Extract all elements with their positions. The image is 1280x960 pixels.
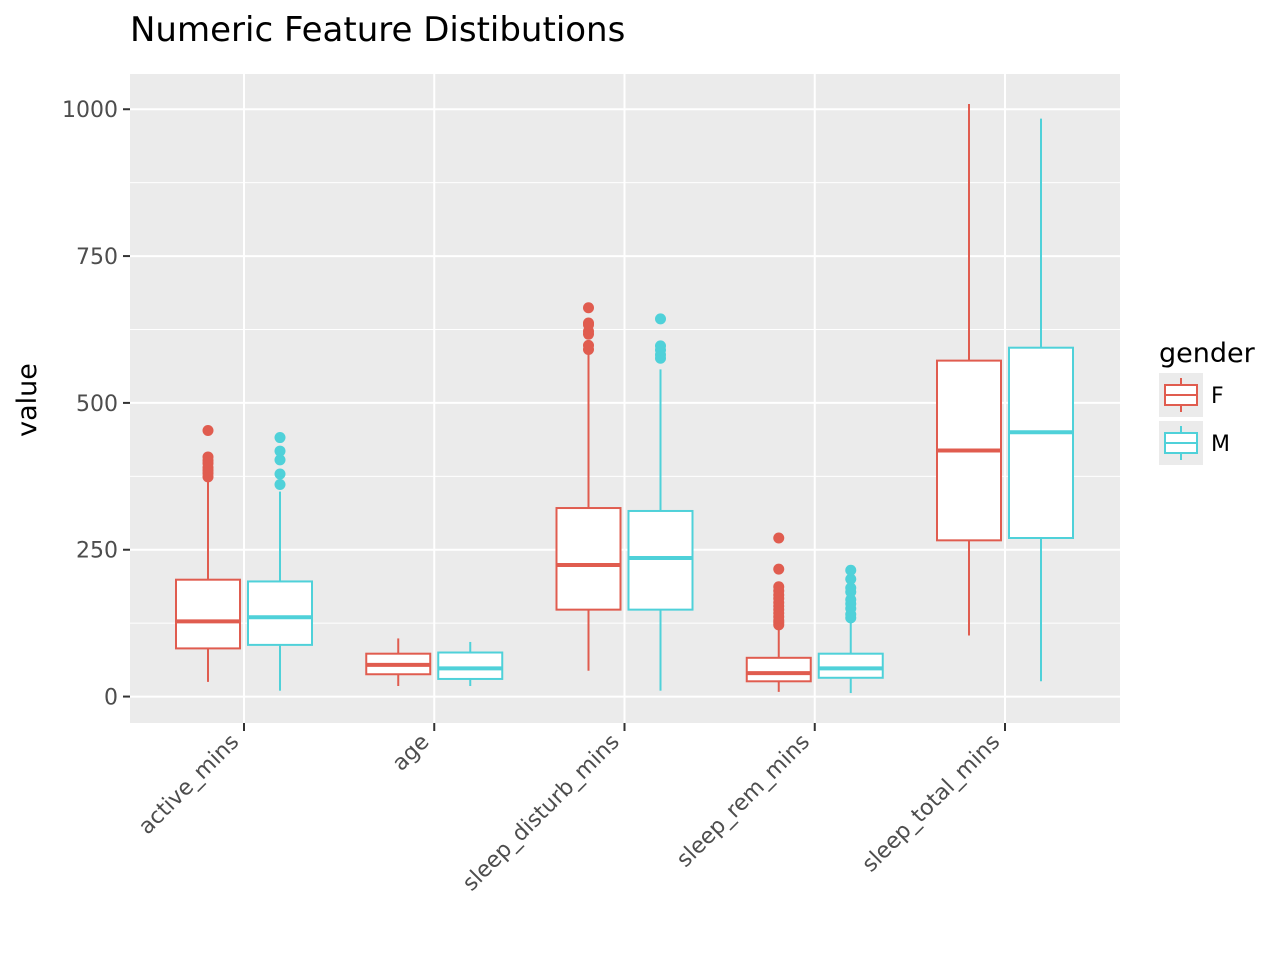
box-F-sleep_disturb_mins <box>555 302 622 671</box>
outlier-point <box>845 582 857 594</box>
legend-label-M: M <box>1211 432 1230 457</box>
box-iqr <box>175 578 241 650</box>
y-tick-label: 1000 <box>62 98 118 123</box>
outlier-point <box>773 563 785 575</box>
chart-title: Numeric Feature Distibutions <box>130 10 625 50</box>
outlier-point <box>773 532 785 544</box>
outlier-point <box>274 454 286 466</box>
legend-label-F: F <box>1211 384 1224 409</box>
box-iqr <box>555 507 622 611</box>
box-M-sleep_disturb_mins <box>627 313 694 691</box>
x-tick-label: sleep_disturb_mins <box>458 730 625 897</box>
outlier-point <box>202 451 214 463</box>
box-iqr <box>817 652 884 679</box>
x-tick-label: active_mins <box>134 730 244 840</box>
x-tick-label: sleep_total_mins <box>858 730 1006 878</box>
series-F <box>175 103 1002 692</box>
outlier-point <box>845 594 857 606</box>
box-iqr <box>745 656 812 683</box>
outlier-point <box>583 339 594 351</box>
box-iqr <box>627 509 694 611</box>
y-axis-title: value <box>12 363 43 437</box>
box-iqr <box>1008 346 1074 539</box>
box-iqr <box>437 651 504 680</box>
box-M-sleep_rem_mins <box>817 564 884 694</box>
box-layer <box>175 103 1074 694</box>
y-tick-label: 250 <box>76 539 118 564</box>
y-tick-label: 0 <box>104 686 118 711</box>
box-M-active_mins <box>247 432 313 691</box>
outlier-point <box>274 445 286 457</box>
y-tick-label: 500 <box>76 392 118 417</box>
outlier-point <box>202 425 214 437</box>
box-F-sleep_total_mins <box>936 103 1002 636</box>
legend-title: gender <box>1159 338 1256 369</box>
box-F-age <box>365 638 432 686</box>
outlier-point <box>655 313 666 325</box>
outlier-point <box>845 573 857 585</box>
box-F-active_mins <box>175 425 241 682</box>
legend-item-F: F <box>1159 373 1224 417</box>
box-iqr <box>247 580 313 646</box>
legend: gender FM <box>1159 338 1256 465</box>
y-tick-label: 750 <box>76 245 118 270</box>
outlier-point <box>845 564 857 576</box>
box-M-age <box>437 641 504 686</box>
outlier-point <box>773 581 785 593</box>
box-F-sleep_rem_mins <box>745 532 812 692</box>
legend-item-M: M <box>1159 421 1230 465</box>
outlier-point <box>583 317 594 329</box>
x-tick-label: sleep_rem_mins <box>672 730 815 873</box>
box-M-sleep_total_mins <box>1008 118 1074 682</box>
series-M <box>247 118 1074 694</box>
outlier-point <box>274 479 286 491</box>
outlier-point <box>583 302 594 314</box>
outlier-point <box>655 340 666 352</box>
outlier-point <box>274 432 286 444</box>
x-tick-label: age <box>388 730 435 777</box>
outlier-point <box>274 468 286 480</box>
